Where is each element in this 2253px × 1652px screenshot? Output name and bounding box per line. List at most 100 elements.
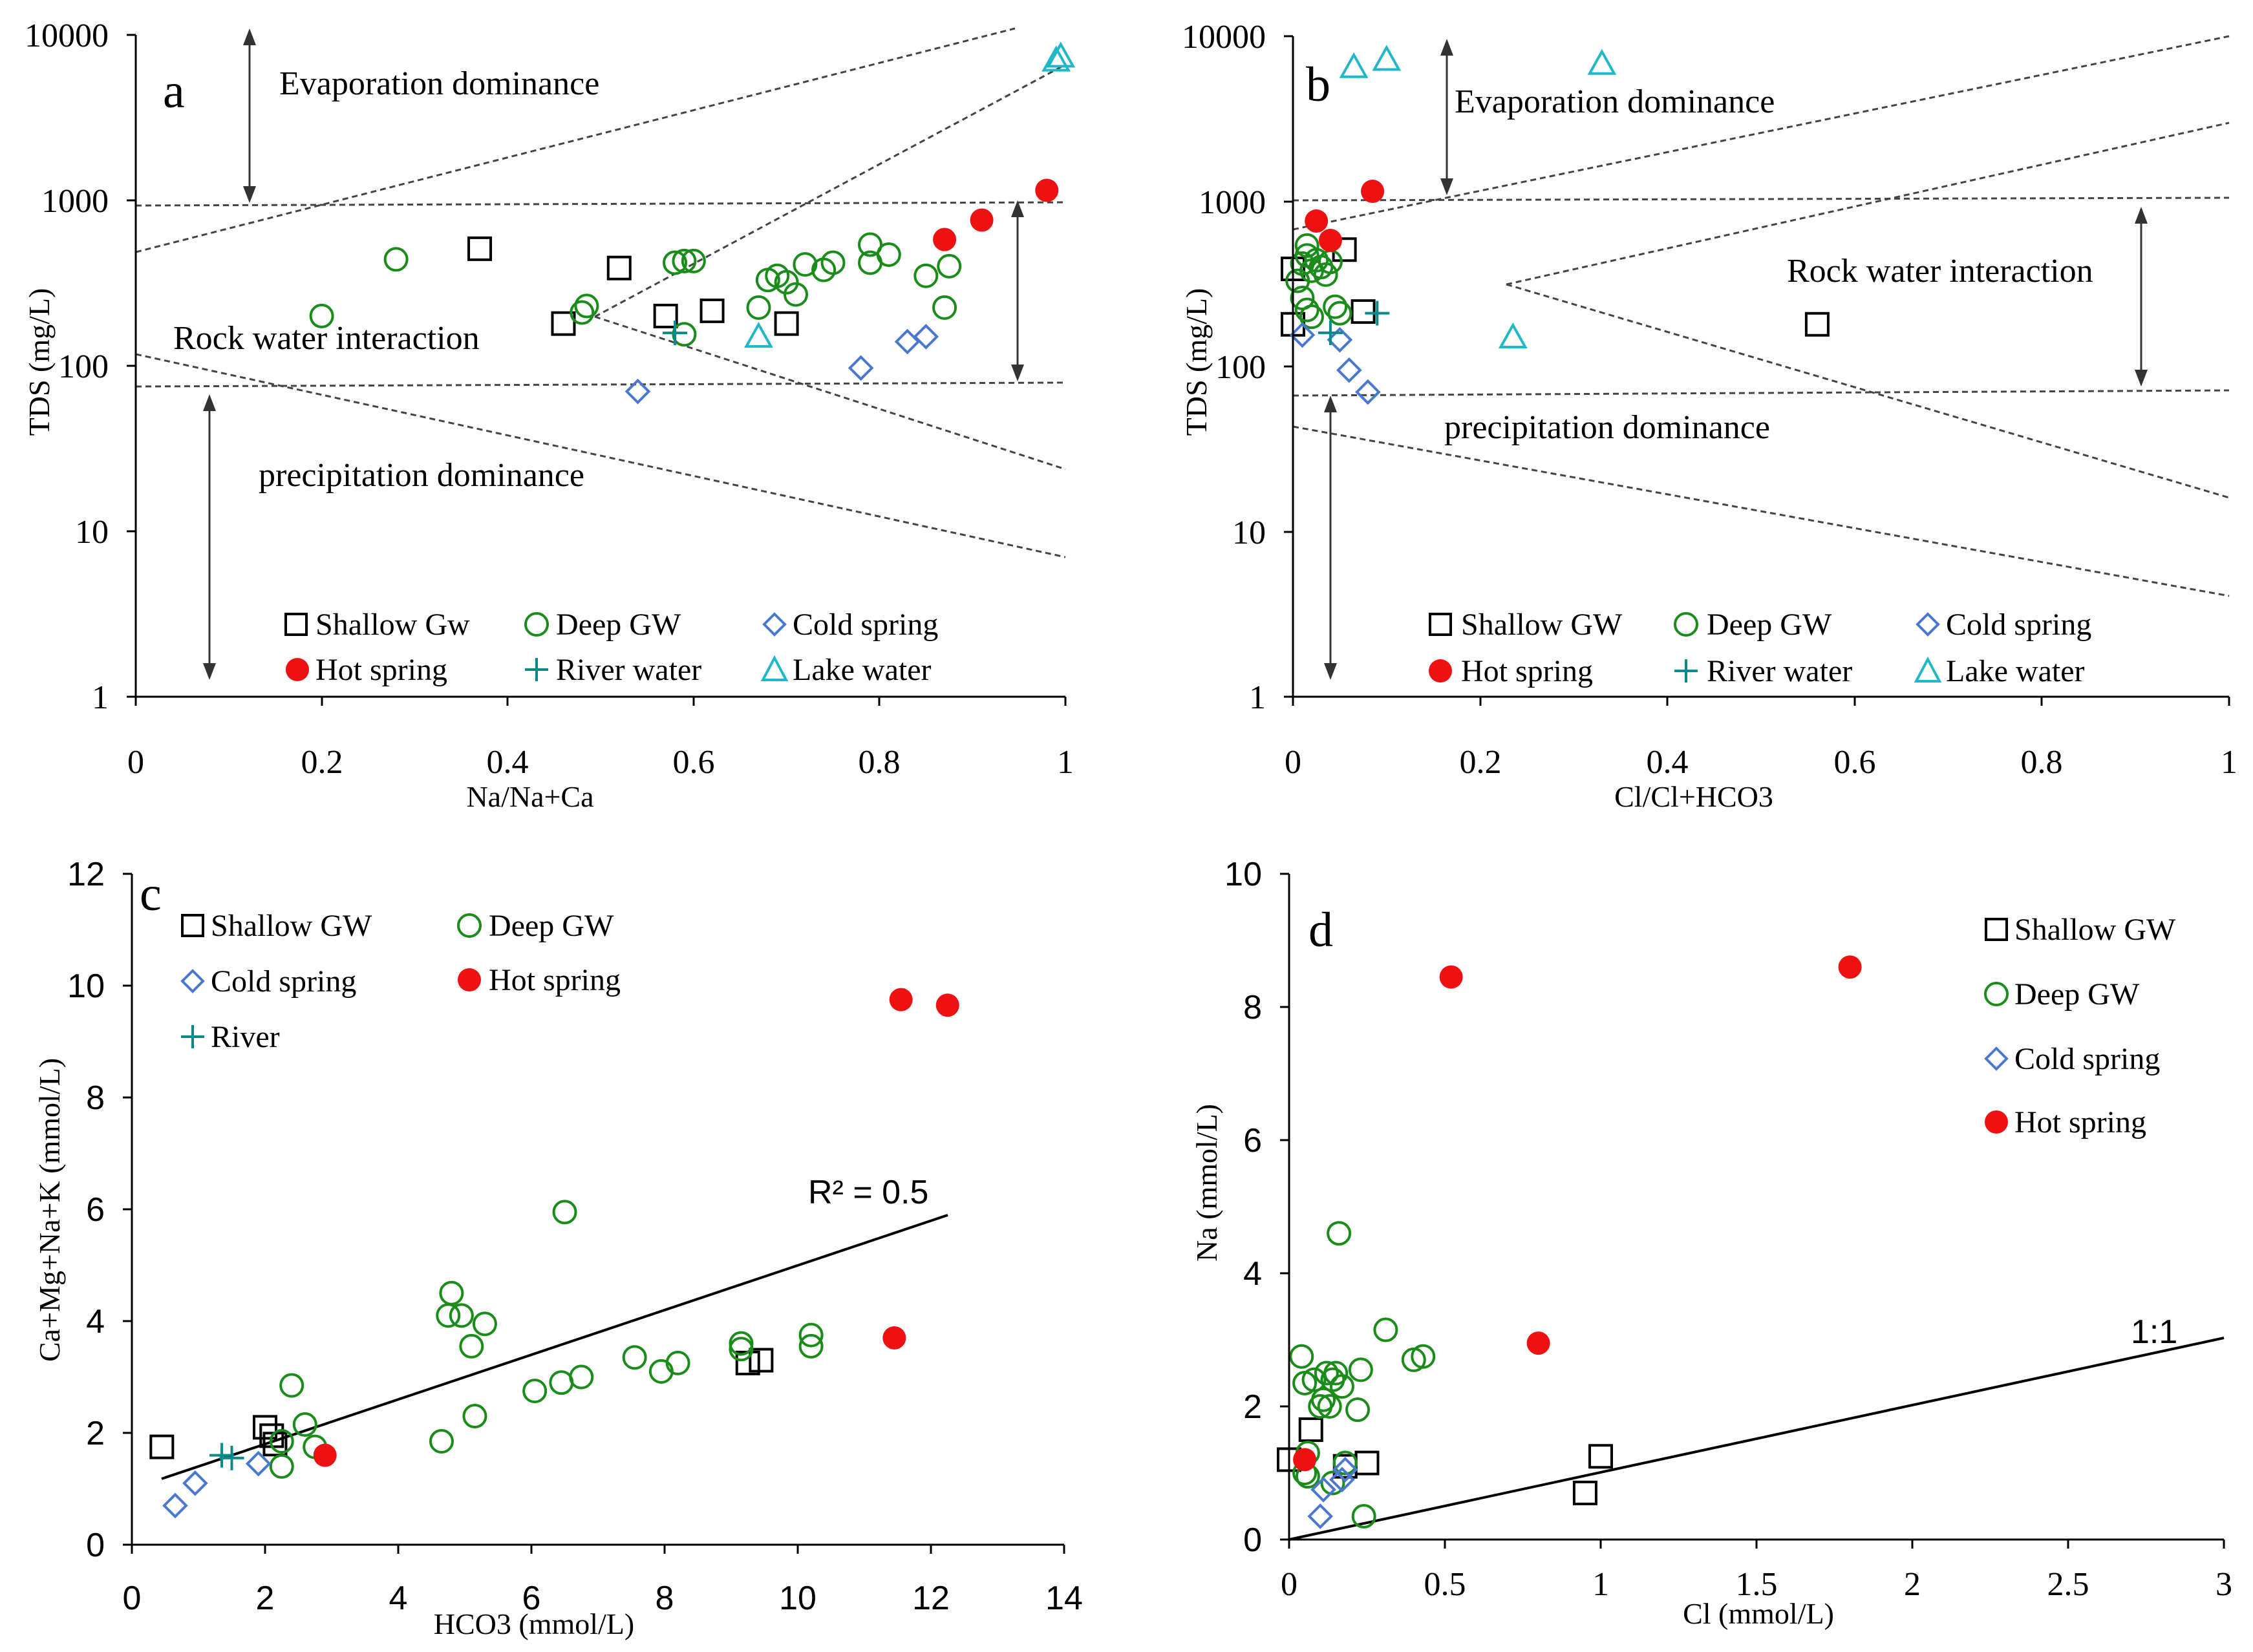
panel-d-xtick-label: 2.5 (2047, 1566, 2089, 1603)
panel-d-xlabel: Cl (mmol/L) (1683, 1597, 1834, 1630)
panel-a-xtick-label: 0.2 (301, 744, 343, 781)
panel-d-point-deep (1301, 1367, 1327, 1392)
panel-c-point-deep (449, 1303, 474, 1328)
panel-a-point-deep (681, 248, 706, 273)
panel-c-point-deep (665, 1350, 690, 1375)
panel-b-ytick-label: 1000 (1199, 184, 1266, 221)
panel-c-ytick-label: 12 (67, 856, 105, 893)
panel-d-point-cold (1307, 1503, 1334, 1529)
panel-a-point-lake (744, 321, 773, 348)
panel-a-point-deep (876, 242, 901, 267)
panel-b-xtick-label: 0.8 (2021, 744, 2063, 781)
panel-d-point-deep (1411, 1344, 1436, 1369)
panel-label-d: d (1308, 903, 1333, 957)
panel-b-xtick-label: 0.6 (1834, 744, 1876, 781)
panel-c-point-hot (882, 1326, 906, 1350)
panel-a-ytick-label: 1000 (41, 183, 109, 220)
precipitation-dominance-label-a: precipitation dominance (259, 457, 584, 494)
panel-b-point-cold (1289, 322, 1316, 348)
panel-a-ylabel: TDS (mg/L) (23, 288, 56, 436)
panel-c-point-deep (429, 1428, 454, 1454)
panel-d-point-shallow (1572, 1480, 1597, 1505)
panel-c-point-cold (245, 1450, 272, 1477)
panel-b-point-shallow (1804, 312, 1830, 337)
panel-a-point-deep (858, 232, 883, 257)
legend-label-hot-spring: Hot spring (315, 653, 447, 687)
panel-c-point-deep (269, 1454, 294, 1479)
panel-b-point-deep (1313, 262, 1338, 287)
panel-d-point-deep (1320, 1470, 1345, 1496)
legend-marker-river (181, 1025, 204, 1048)
panel-b-ytick-label: 10000 (1182, 19, 1266, 56)
legend-label-hot-spring: Hot spring (1461, 654, 1593, 688)
legend-marker-cold-spring (180, 969, 205, 993)
legend-label-shallow-gw: Shallow GW (1461, 608, 1623, 642)
legend-marker-deep-gw (524, 612, 549, 637)
legend-label-cold-spring: Cold spring (211, 964, 356, 999)
panel-b-point-shallow (1351, 299, 1376, 324)
legend-marker-cold-spring (762, 612, 787, 637)
panel-a-point-deep (937, 253, 962, 279)
panel-d-point-deep (1373, 1317, 1398, 1342)
panel-b-point-deep (1323, 294, 1348, 319)
legend-marker-deep-gw (1984, 982, 2009, 1006)
panel-a-point-hot (933, 228, 957, 251)
legend-label-shallow-gw: Shallow GW (211, 909, 372, 943)
panel-b-axes: 10000 1000 100 10 1 0 0.2 0.4 0.6 0.8 1 … (1180, 19, 2237, 813)
panel-d-ytick-label: 0 (1243, 1521, 1262, 1559)
panel-d-point-deep (1345, 1397, 1371, 1423)
panel-c-xticks (131, 1545, 1065, 1554)
panel-a-point-deep (820, 250, 846, 275)
legend-marker-deep-gw (457, 913, 482, 938)
panel-d-ylabel: Na (mmol/L) (1190, 1104, 1223, 1262)
panel-c-point-hot (935, 993, 959, 1017)
legend-label-hot-spring: Hot spring (2014, 1105, 2146, 1139)
panel-c-ytick-label: 4 (86, 1303, 105, 1340)
panel-d-point-deep (1311, 1387, 1336, 1412)
legend-label-cold-spring: Cold spring (2014, 1042, 2160, 1076)
panel-d-xtick-label: 2 (1904, 1566, 1921, 1603)
legend-marker-deep-gw (1674, 612, 1698, 637)
panel-b-point-deep (1327, 301, 1352, 326)
panel-a-point-deep (672, 248, 697, 273)
panel-c-xtick-label: 0 (123, 1580, 142, 1617)
panel-b-point-cold (1355, 379, 1381, 405)
panel-d-point-deep (1317, 1394, 1342, 1419)
legend-marker-hot-spring (1985, 1110, 2008, 1134)
panel-c-point-deep (439, 1280, 464, 1306)
panel-a-point-deep (774, 270, 799, 295)
panel-b-xtick-label: 1 (2221, 744, 2237, 781)
panel-a-points (309, 41, 1076, 405)
panel-d-ytick-label: 10 (1224, 856, 1262, 893)
panel-d-point-hot (1439, 965, 1463, 989)
panel-a-ytick-label: 10 (75, 514, 109, 551)
panel-d-ytick-label: 6 (1243, 1122, 1262, 1160)
panel-b-point-hot (1305, 209, 1329, 233)
panel-c-ylabel: Ca+Mg+Na+K (mmol/L) (33, 1058, 66, 1362)
panel-b-point-lake (1498, 322, 1528, 349)
panel-a-xtick-label: 0.6 (673, 744, 715, 781)
panel-a-ytick-label: 100 (58, 348, 109, 385)
panel-c-point-deep (436, 1303, 461, 1328)
panel-c-xtick-label: 2 (256, 1580, 275, 1617)
panel-d-ytick-label: 8 (1243, 989, 1262, 1026)
panel-c-point-shallow (749, 1348, 774, 1373)
legend-marker-shallow-gw (1429, 613, 1452, 636)
evaporation-dominance-label-a: Evaporation dominance (279, 65, 599, 102)
panel-d-one-to-one-label: 1:1 (2131, 1313, 2177, 1351)
panel-d-xtick-label: 1.5 (1736, 1566, 1778, 1603)
panel-b-point-deep (1299, 304, 1324, 330)
panel-a-point-deep (570, 300, 595, 325)
panel-c-point-deep (549, 1370, 574, 1395)
panel-d-legend: Shallow GW Deep GW Cold spring Hot sprin… (1984, 913, 2176, 1139)
panel-b-yticks (1284, 35, 1293, 698)
panel-a-point-deep (383, 247, 409, 272)
legend-label-deep-gw: Deep GW (556, 608, 681, 642)
panel-d-point-deep (1327, 1221, 1352, 1246)
panel-a-point-cold (848, 355, 874, 381)
panel-b-xtick-label: 0 (1285, 744, 1301, 781)
panel-b-arrows (1324, 39, 2148, 680)
panel-a-point-shallow (699, 298, 725, 323)
panel-c-point-cold (162, 1492, 188, 1519)
